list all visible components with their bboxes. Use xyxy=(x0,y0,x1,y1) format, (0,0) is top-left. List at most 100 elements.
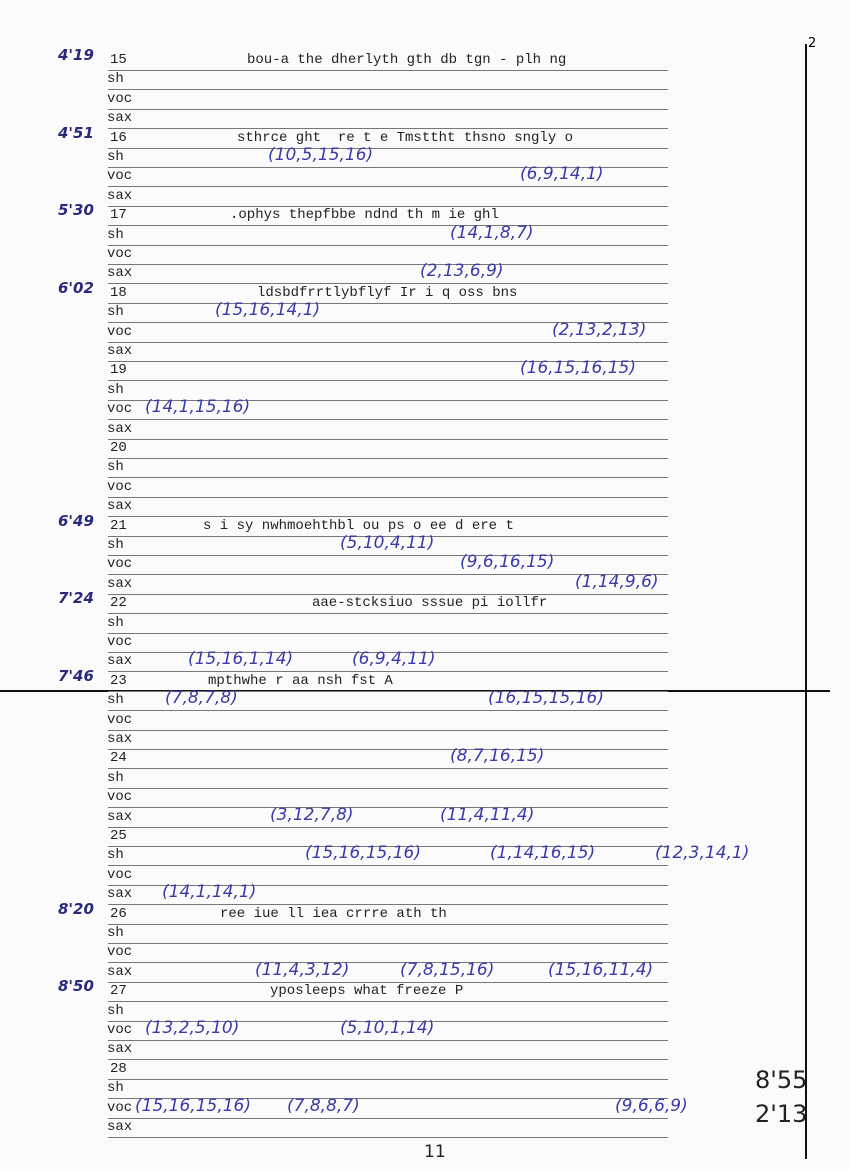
annotation: (8,7,16,15) xyxy=(450,746,545,767)
row-label: voc xyxy=(107,556,133,573)
ruled-line xyxy=(108,108,668,110)
row-label: sh xyxy=(107,149,124,165)
ruled-line xyxy=(108,904,668,906)
row-label: sax xyxy=(107,886,133,903)
ruled-line xyxy=(108,555,668,556)
ruled-line xyxy=(108,535,668,537)
annotation: (1,14,9,6) xyxy=(575,571,659,592)
ruled-line xyxy=(108,341,668,343)
annotation: (11,4,3,12) xyxy=(255,959,350,980)
timestamp: 6'49 xyxy=(58,511,94,530)
ruled-line xyxy=(108,710,668,712)
row-label: voc xyxy=(107,866,133,883)
ruled-line xyxy=(108,399,668,401)
lyric-text: ldsbdfrrtlybflyf Ir i q oss bns xyxy=(257,284,518,301)
row-label: voc xyxy=(107,478,133,495)
ruled-line xyxy=(108,264,668,265)
total: 8'55 xyxy=(755,1066,808,1094)
timestamp: 8'20 xyxy=(58,899,94,918)
block-number: 19 xyxy=(110,362,127,379)
timestamp: 4'51 xyxy=(58,123,94,142)
ruled-line xyxy=(108,865,668,867)
row-label: sax xyxy=(107,265,133,282)
block-number: 23 xyxy=(110,672,127,689)
annotation: (10,5,15,16) xyxy=(268,145,374,165)
row-label: voc xyxy=(107,1099,133,1116)
ruled-line xyxy=(108,1098,668,1100)
block-number: 20 xyxy=(110,440,127,456)
ruled-line xyxy=(108,225,668,227)
ruled-line xyxy=(108,361,668,362)
footer: 11 xyxy=(424,1142,446,1162)
lyric-text: mpthwhe r aa nsh fst A xyxy=(208,672,393,689)
annotation: (7,8,8,7) xyxy=(287,1095,360,1116)
total: 2'13 xyxy=(755,1100,808,1128)
ruled-line xyxy=(108,962,668,964)
row-label: voc xyxy=(107,168,133,185)
row-label: voc xyxy=(107,634,133,650)
row-label: voc xyxy=(107,246,133,262)
block-number: 25 xyxy=(110,828,127,844)
ruled-line xyxy=(108,1117,668,1119)
ruled-line xyxy=(108,690,668,692)
row-label: sh xyxy=(107,847,124,864)
block-number: 22 xyxy=(110,595,127,612)
timestamp: 7'46 xyxy=(58,666,94,685)
annotation: (5,10,4,11) xyxy=(340,533,435,553)
annotation: (15,16,11,4) xyxy=(548,959,654,980)
annotation: (3,12,7,8) xyxy=(270,804,354,825)
ruled-line xyxy=(108,884,668,886)
ruled-line xyxy=(108,89,668,91)
ruled-line xyxy=(108,749,668,750)
lyric-text: aae-stcksiuo sssue pi iollfr xyxy=(312,595,548,612)
annotation: (15,16,1,14) xyxy=(188,649,294,670)
row-label: sax xyxy=(107,1119,133,1135)
timestamp: 8'50 xyxy=(58,977,94,996)
row-label: sax xyxy=(107,963,133,980)
row-label: voc xyxy=(107,944,133,961)
row-label: voc xyxy=(107,789,133,806)
ruled-line xyxy=(108,205,668,207)
ruled-line xyxy=(108,147,668,149)
ruled-line xyxy=(108,167,668,168)
ruled-line xyxy=(108,632,668,634)
lyric-text: sthrce ght re t e Tmsttht thsno sngly o xyxy=(237,129,574,146)
annotation: (1,14,16,15) xyxy=(490,843,596,864)
annotation: (16,15,16,15) xyxy=(520,358,637,379)
annotation: (15,16,15,16) xyxy=(305,843,422,864)
row-label: sh xyxy=(107,226,124,243)
ruled-line xyxy=(108,981,668,983)
lyric-text: s i sy nwhmoehthbl ou ps o ee d ere t xyxy=(203,517,514,534)
ruled-line xyxy=(108,652,668,653)
row-label: sax xyxy=(107,808,133,825)
row-label: sh xyxy=(107,925,124,941)
timestamp: 7'24 xyxy=(58,589,94,608)
annotation: (13,2,5,10) xyxy=(145,1018,240,1038)
ruled-line xyxy=(108,419,668,421)
block-number: 16 xyxy=(110,129,127,146)
ruled-line xyxy=(108,787,668,789)
annotation: (14,1,15,16) xyxy=(145,397,251,418)
ruled-line xyxy=(108,283,668,285)
ruled-line xyxy=(108,613,668,615)
page-number: 2 xyxy=(808,36,817,51)
annotation: (9,6,16,15) xyxy=(460,552,555,573)
timestamp: 4'19 xyxy=(58,46,94,64)
row-label: sh xyxy=(107,1080,124,1097)
block-number: 17 xyxy=(110,207,127,224)
annotation: (9,6,6,9) xyxy=(615,1095,688,1116)
ruled-line xyxy=(108,826,668,828)
annotation: (6,9,14,1) xyxy=(520,164,604,185)
annotation: (2,13,6,9) xyxy=(420,261,504,282)
ruled-line xyxy=(108,244,668,246)
ruled-line xyxy=(108,1078,668,1080)
ruled-line xyxy=(108,1040,668,1041)
row-label: sh xyxy=(107,381,124,398)
annotation: (6,9,4,11) xyxy=(352,649,436,670)
ruled-line xyxy=(108,1059,668,1061)
lyric-text: bou-a the dherlyth gth db tgn - plh ng xyxy=(247,52,567,68)
ruled-line xyxy=(108,70,668,71)
block-number: 15 xyxy=(110,52,127,68)
annotation: (15,16,14,1) xyxy=(215,300,321,321)
